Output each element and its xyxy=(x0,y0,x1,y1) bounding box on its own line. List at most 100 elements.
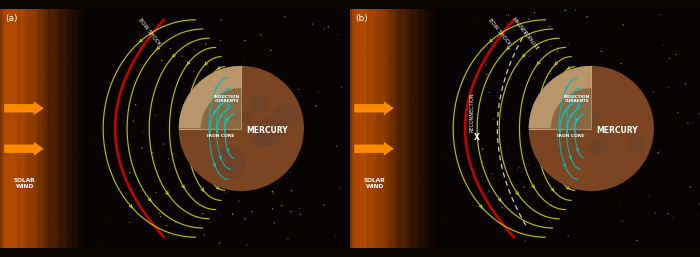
Point xyxy=(40,157,51,161)
Point xyxy=(637,104,648,108)
Point xyxy=(424,86,435,90)
Bar xyxy=(350,9,368,248)
Point xyxy=(276,203,287,207)
Point xyxy=(88,137,99,142)
Point xyxy=(612,99,624,103)
Point xyxy=(349,43,360,47)
Point xyxy=(523,17,534,21)
Point xyxy=(28,230,39,234)
Point xyxy=(614,203,625,207)
Point xyxy=(558,129,569,133)
Point xyxy=(262,54,273,58)
Bar xyxy=(0,9,27,248)
Point xyxy=(214,241,225,245)
Point xyxy=(371,100,382,105)
Bar xyxy=(410,9,418,248)
Point xyxy=(524,163,535,167)
Text: MERCURY: MERCURY xyxy=(596,126,638,135)
Point xyxy=(331,144,342,148)
Point xyxy=(286,188,297,192)
Text: BOW SHOCK: BOW SHOCK xyxy=(137,17,161,46)
Point xyxy=(550,137,561,141)
Point xyxy=(484,90,495,95)
Point xyxy=(193,84,204,88)
Point xyxy=(269,221,280,225)
Point xyxy=(17,53,28,57)
Bar xyxy=(0,9,10,248)
Point xyxy=(505,226,517,230)
Bar xyxy=(425,9,433,248)
Bar xyxy=(64,9,72,248)
Text: MERCURY: MERCURY xyxy=(246,126,288,135)
Bar xyxy=(350,9,396,248)
Point xyxy=(25,147,36,151)
Point xyxy=(484,189,495,193)
Text: BOW SHOCK: BOW SHOCK xyxy=(487,17,511,46)
Point xyxy=(76,17,88,21)
Point xyxy=(648,90,659,94)
Point xyxy=(197,212,209,216)
Point xyxy=(318,27,330,31)
Point xyxy=(190,94,201,98)
Point xyxy=(146,218,157,223)
Point xyxy=(270,126,281,130)
Point xyxy=(545,44,556,48)
Point xyxy=(267,207,278,211)
Point xyxy=(286,209,297,214)
Bar xyxy=(0,9,46,248)
Point xyxy=(158,142,169,146)
Point xyxy=(148,32,159,36)
Bar xyxy=(368,9,376,248)
Bar xyxy=(396,9,405,248)
Bar xyxy=(381,9,389,248)
Point xyxy=(542,86,554,90)
Point xyxy=(433,78,444,82)
Circle shape xyxy=(599,124,608,134)
Bar xyxy=(350,9,371,248)
Point xyxy=(69,174,80,178)
Point xyxy=(384,174,395,178)
Point xyxy=(452,209,463,213)
Point xyxy=(234,67,245,71)
Bar xyxy=(0,9,41,248)
Bar xyxy=(0,9,29,248)
Bar xyxy=(40,9,48,248)
Point xyxy=(680,82,691,86)
Bar xyxy=(377,9,385,248)
Point xyxy=(563,234,574,238)
Bar xyxy=(11,9,20,248)
Bar xyxy=(350,9,391,248)
Point xyxy=(229,183,240,187)
Bar xyxy=(0,9,24,248)
Point xyxy=(456,224,467,228)
Point xyxy=(618,134,629,138)
Circle shape xyxy=(528,66,654,191)
Point xyxy=(334,187,345,191)
Bar xyxy=(78,9,85,248)
Bar xyxy=(416,9,425,248)
Point xyxy=(502,22,513,26)
Point xyxy=(64,60,76,64)
Point xyxy=(163,157,174,161)
Point xyxy=(56,26,67,30)
Circle shape xyxy=(583,111,600,127)
Bar xyxy=(69,9,77,248)
Point xyxy=(116,187,127,191)
Point xyxy=(625,152,636,156)
Bar xyxy=(66,9,75,248)
Point xyxy=(358,52,369,56)
Point xyxy=(395,209,406,213)
Point xyxy=(39,72,50,76)
Circle shape xyxy=(250,95,269,114)
Point xyxy=(239,217,251,221)
Point xyxy=(333,32,344,36)
Bar xyxy=(25,9,33,248)
Bar xyxy=(430,9,438,248)
Bar xyxy=(405,9,414,248)
Bar xyxy=(38,9,46,248)
Point xyxy=(461,159,472,163)
Bar xyxy=(390,9,398,248)
FancyArrow shape xyxy=(5,142,43,155)
Point xyxy=(2,92,13,96)
Point xyxy=(9,83,20,87)
